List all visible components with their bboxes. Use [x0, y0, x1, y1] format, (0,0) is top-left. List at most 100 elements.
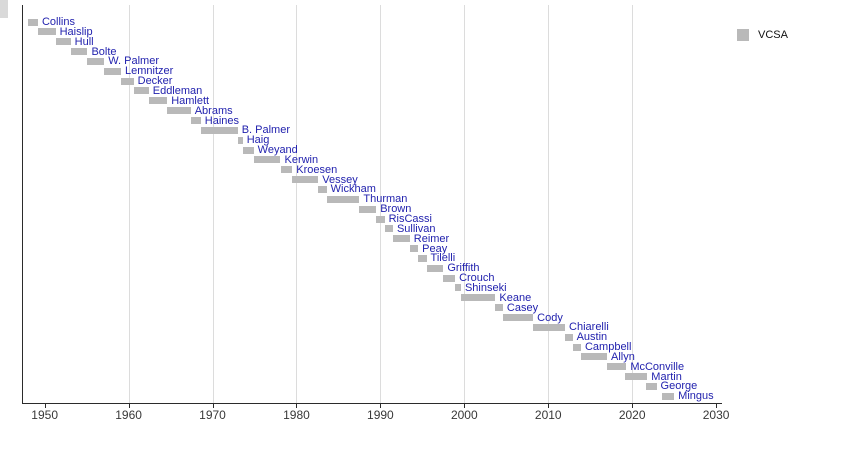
person-label: Martin	[651, 370, 682, 383]
x-axis-tick	[212, 403, 214, 408]
y-axis-line	[22, 5, 23, 403]
timeline-bar	[502, 314, 534, 321]
x-axis-tick-label: 1970	[199, 408, 226, 422]
timeline-bar	[104, 67, 122, 75]
x-axis-tick	[296, 403, 298, 408]
decade-gridline	[128, 5, 130, 403]
x-axis-tick	[716, 403, 718, 408]
timeline-bar	[625, 373, 648, 381]
legend-label: VCSA	[758, 29, 788, 41]
person-label: Kerwin	[284, 153, 319, 166]
person-label: Thurman	[363, 193, 408, 206]
person-label: Tilelli	[430, 252, 456, 265]
timeline-bar	[121, 77, 134, 85]
person-label: Wickham	[330, 183, 376, 196]
timeline-bar	[460, 294, 496, 302]
person-label: Casey	[506, 301, 539, 314]
timeline-bar	[242, 146, 254, 154]
timeline-bar	[426, 264, 444, 272]
timeline-bar	[55, 38, 71, 46]
person-label: Reimer	[413, 232, 450, 245]
timeline-bar	[572, 343, 581, 351]
x-axis-tick-label: 2010	[534, 408, 562, 422]
timeline-bar	[148, 97, 168, 105]
person-label: Haines	[204, 114, 240, 127]
decade-gridline	[632, 5, 634, 403]
timeline-bar	[359, 205, 377, 213]
person-label: Vessey	[322, 173, 358, 186]
person-label: Shinseki	[464, 281, 507, 294]
person-label: Mingus	[678, 390, 714, 403]
timeline-bar	[200, 126, 238, 134]
person-label: Cody	[537, 311, 563, 324]
person-label: Hamlett	[171, 94, 210, 107]
timeline-bar	[455, 284, 461, 292]
chart-legend: VCSA	[737, 29, 788, 41]
person-label: B. Palmer	[241, 124, 290, 137]
person-label: Abrams	[194, 104, 233, 117]
x-axis-tick	[128, 403, 130, 408]
person-label: Collins	[41, 16, 75, 28]
timeline-bar	[133, 87, 149, 95]
x-axis-tick	[548, 403, 550, 408]
x-axis-tick	[380, 403, 382, 408]
timeline-bar	[409, 245, 419, 253]
decade-gridline	[296, 5, 298, 403]
person-label: Austin	[576, 331, 608, 344]
person-label: Peay	[422, 242, 448, 255]
x-axis-tick-label: 1950	[31, 408, 59, 422]
person-label: Griffith	[447, 262, 480, 275]
person-label: Kroesen	[296, 163, 338, 176]
person-label: George	[660, 380, 698, 393]
timeline-bar	[495, 304, 503, 312]
x-axis-line	[22, 403, 722, 404]
person-label: Haislip	[59, 25, 93, 38]
person-label: Haig	[246, 134, 270, 147]
timeline-bar	[661, 392, 675, 400]
x-axis-tick	[44, 403, 46, 408]
person-label: Chiarelli	[569, 321, 609, 334]
decade-gridline	[464, 5, 466, 403]
timeline-bar	[376, 215, 385, 223]
timeline-bar	[326, 195, 360, 203]
x-axis-tick-label: 1990	[367, 408, 394, 422]
timeline-bar	[384, 225, 393, 233]
timeline-bar	[392, 235, 410, 243]
timeline-bar	[292, 176, 319, 184]
timeline-bar	[318, 185, 327, 193]
x-axis-tick-label: 2000	[450, 408, 478, 422]
timeline-bar	[443, 274, 456, 282]
x-axis-tick	[464, 403, 466, 408]
person-label: Campbell	[584, 341, 632, 354]
decade-gridline	[548, 5, 550, 403]
person-label: Decker	[137, 75, 173, 88]
window-edge-artifact	[0, 0, 8, 18]
person-label: Keane	[499, 291, 532, 304]
timeline-bar	[167, 107, 191, 115]
timeline-bar	[280, 166, 293, 174]
timeline-bar	[70, 48, 88, 56]
person-label: Eddleman	[152, 84, 203, 97]
timeline-bar	[87, 57, 105, 65]
person-label: Hull	[74, 35, 94, 48]
person-label: Allyn	[611, 350, 635, 363]
x-axis-tick-label: 1980	[283, 408, 310, 422]
timeline-bar	[418, 254, 427, 262]
x-axis-tick-label: 2020	[618, 408, 646, 422]
decade-gridline	[212, 5, 214, 403]
timeline-bar	[27, 18, 38, 26]
timeline-bar	[565, 333, 573, 341]
x-axis-tick-label: 1960	[115, 408, 142, 422]
x-axis-tick	[632, 403, 634, 408]
timeline-bar	[37, 28, 56, 36]
person-label: McConville	[630, 360, 685, 373]
decade-gridline	[380, 5, 382, 403]
person-label: Bolte	[91, 45, 117, 58]
x-axis-tick-label: 2030	[702, 408, 730, 422]
person-label: Brown	[380, 203, 412, 216]
timeline-bar	[533, 323, 566, 331]
timeline-bar	[607, 363, 627, 371]
timeline-bar	[190, 117, 201, 124]
timeline-bar	[237, 136, 243, 144]
